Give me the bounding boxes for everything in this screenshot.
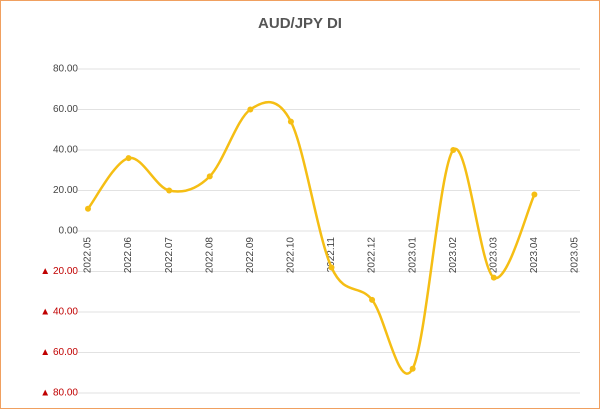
point: [409, 365, 416, 372]
x-tick-label: 2023.03: [488, 237, 499, 274]
y-tick-label: ▲ 60.00: [40, 347, 78, 358]
point: [206, 173, 213, 180]
point: [125, 155, 132, 162]
point: [450, 147, 457, 153]
y-tick-label: 0.00: [59, 226, 79, 237]
x-tick-label: 2022.08: [204, 237, 215, 274]
chart-title: AUD/JPY DI: [258, 15, 342, 32]
y-tick-label: 40.00: [53, 145, 78, 156]
x-tick-label: 2023.04: [529, 237, 540, 274]
y-tick-label: ▲ 40.00: [40, 307, 78, 318]
x-tick-label: 2022.09: [245, 237, 256, 274]
x-tick-label: 2023.01: [407, 237, 418, 274]
x-tick-label: 2022.07: [164, 237, 175, 274]
x-tick-label: 2023.02: [448, 237, 459, 274]
point: [531, 191, 538, 198]
x-tick-label: 2023.05: [570, 237, 581, 274]
point: [247, 106, 254, 113]
point: [490, 274, 497, 281]
point: [369, 296, 376, 303]
y-tick-label: 80.00: [53, 64, 78, 75]
point: [85, 205, 91, 212]
x-tick-label: 2022.12: [367, 237, 378, 274]
x-tick-label: 2022.11: [326, 237, 337, 273]
x-tick-label: 2022.10: [286, 237, 297, 274]
y-tick-label: 60.00: [53, 104, 78, 115]
y-tick-label: ▲ 20.00: [40, 266, 78, 277]
x-tick-label: 2022.05: [83, 237, 94, 274]
point: [328, 264, 335, 271]
point: [287, 118, 294, 125]
x-tick-label: 2022.06: [123, 237, 134, 274]
line: [86, 101, 536, 375]
y-tick-label: 20.00: [53, 185, 78, 196]
y-tick-label: ▲ 80.00: [40, 388, 78, 399]
point: [166, 187, 173, 194]
